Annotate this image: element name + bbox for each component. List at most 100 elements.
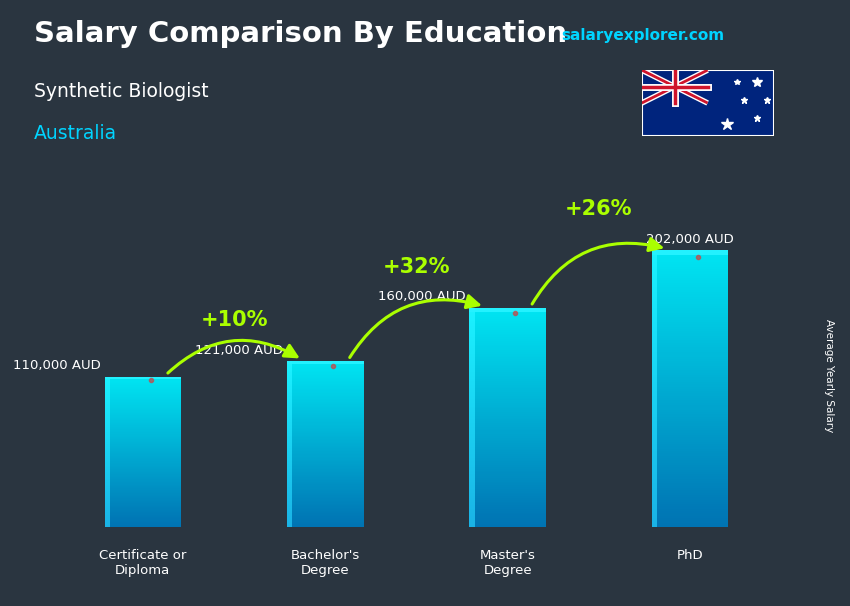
Bar [652, 470, 657, 472]
Bar [475, 372, 546, 374]
Bar [105, 476, 110, 477]
Bar [475, 374, 546, 376]
Bar [292, 371, 364, 373]
Bar [469, 410, 475, 412]
Bar [287, 413, 292, 414]
Bar [110, 418, 181, 419]
Bar [105, 482, 110, 483]
Bar [287, 399, 292, 400]
Bar [105, 521, 110, 522]
Bar [287, 429, 292, 430]
Bar [475, 461, 546, 463]
Bar [287, 521, 292, 522]
Bar [657, 484, 728, 485]
Bar [652, 439, 657, 442]
Bar [657, 264, 728, 267]
Bar [110, 459, 181, 461]
Bar [292, 436, 364, 438]
Bar [469, 480, 475, 482]
Bar [292, 465, 364, 467]
Bar [469, 443, 475, 445]
Bar [110, 512, 181, 513]
Bar [105, 419, 110, 421]
Bar [292, 389, 364, 390]
Bar [652, 343, 657, 345]
Text: Average Yearly Salary: Average Yearly Salary [824, 319, 834, 432]
Bar [105, 452, 110, 453]
Bar [110, 451, 181, 452]
Bar [475, 311, 546, 313]
Bar [287, 363, 292, 364]
Bar [652, 447, 657, 449]
Bar [105, 513, 110, 514]
Bar [287, 468, 292, 469]
Bar [292, 422, 364, 424]
Bar [105, 520, 110, 521]
Bar [287, 398, 292, 399]
Bar [475, 315, 546, 317]
Bar [110, 452, 181, 453]
Bar [105, 473, 110, 474]
Bar [652, 428, 657, 430]
Bar [657, 472, 728, 474]
Bar [657, 405, 728, 407]
Bar [652, 281, 657, 283]
Bar [287, 488, 292, 490]
Bar [105, 379, 110, 381]
Bar [110, 413, 181, 414]
Bar [469, 448, 475, 450]
Bar [475, 398, 546, 399]
Bar [475, 326, 546, 328]
Bar [292, 400, 364, 402]
Bar [657, 402, 728, 405]
Bar [657, 343, 728, 345]
Bar [110, 453, 181, 454]
Bar [292, 519, 364, 521]
Bar [287, 480, 292, 482]
Bar [105, 463, 110, 464]
Bar [287, 505, 292, 507]
Bar [469, 348, 475, 350]
Bar [287, 448, 292, 450]
Bar [287, 471, 292, 472]
Bar [105, 429, 110, 430]
Bar [287, 454, 292, 455]
Bar [287, 374, 292, 375]
Bar [292, 370, 364, 371]
Bar [110, 506, 181, 507]
Bar [475, 367, 546, 368]
Bar [105, 471, 110, 472]
Bar [292, 505, 364, 507]
Bar [469, 365, 475, 367]
Bar [110, 410, 181, 411]
Bar [469, 494, 475, 496]
Bar [292, 522, 364, 523]
Bar [475, 511, 546, 513]
Bar [110, 394, 181, 395]
Bar [287, 476, 292, 478]
Bar [652, 393, 657, 396]
Bar [657, 516, 728, 518]
Bar [105, 435, 110, 436]
Bar [105, 468, 110, 470]
Bar [652, 276, 657, 278]
Bar [652, 472, 657, 474]
Bar [287, 512, 292, 513]
Bar [469, 392, 475, 394]
Bar [652, 287, 657, 290]
Bar [469, 331, 475, 333]
Bar [287, 373, 292, 374]
Bar [657, 401, 728, 402]
Bar [657, 398, 728, 401]
Bar [469, 419, 475, 421]
Bar [475, 516, 546, 518]
Bar [475, 401, 546, 403]
Bar [292, 461, 364, 462]
Bar [657, 283, 728, 285]
Bar [110, 444, 181, 445]
Bar [475, 427, 546, 428]
Bar [475, 524, 546, 525]
Bar [292, 433, 364, 435]
Bar [110, 461, 181, 462]
Bar [105, 479, 110, 481]
